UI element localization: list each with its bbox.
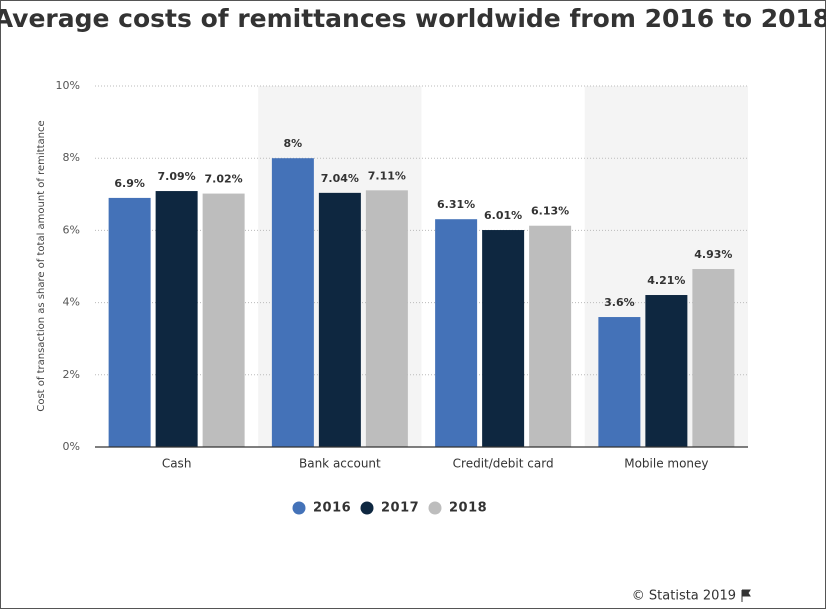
bar: [365, 190, 408, 448]
value-label: 8%: [284, 137, 303, 150]
flag-icon: [741, 589, 751, 602]
bar: [645, 295, 688, 447]
bar: [482, 230, 525, 447]
legend-marker: [428, 501, 442, 515]
x-tick-label: Cash: [162, 457, 192, 471]
bar: [435, 219, 478, 447]
y-tick-label: 8%: [63, 151, 80, 164]
y-tick-label: 4%: [63, 296, 80, 309]
legend-label: 2016: [313, 501, 351, 516]
chart-title: Average costs of remittances worldwide f…: [0, 4, 826, 33]
bar: [108, 197, 151, 447]
bar: [692, 269, 735, 447]
legend-marker: [360, 501, 374, 515]
y-tick-label: 2%: [63, 368, 80, 381]
legend-marker: [292, 501, 306, 515]
legend-label: 2017: [381, 501, 419, 516]
bar: [155, 191, 198, 447]
bar: [271, 158, 314, 447]
y-axis-label: Cost of transaction as share of total am…: [36, 120, 47, 411]
bar: [318, 192, 361, 447]
value-label: 7.09%: [158, 170, 196, 183]
x-tick-label: Credit/debit card: [453, 457, 554, 471]
y-tick-label: 0%: [63, 440, 80, 453]
value-label: 7.04%: [321, 172, 359, 185]
value-label: 3.6%: [604, 296, 635, 309]
bar: [202, 193, 245, 447]
y-tick-label: 6%: [63, 223, 80, 236]
value-label: 4.93%: [694, 248, 732, 261]
bar: [529, 225, 572, 447]
value-label: 4.21%: [647, 274, 685, 287]
bar: [598, 317, 641, 447]
legend-label: 2018: [449, 501, 487, 516]
value-label: 6.01%: [484, 209, 522, 222]
x-tick-label: Mobile money: [624, 457, 708, 471]
value-label: 7.02%: [205, 173, 243, 186]
value-label: 6.13%: [531, 205, 569, 218]
value-label: 6.9%: [114, 177, 145, 190]
y-tick-label: 10%: [56, 79, 80, 92]
value-label: 7.11%: [368, 169, 406, 182]
value-label: 6.31%: [437, 198, 475, 211]
x-tick-label: Bank account: [299, 457, 381, 471]
credit: © Statista 2019: [632, 589, 736, 604]
